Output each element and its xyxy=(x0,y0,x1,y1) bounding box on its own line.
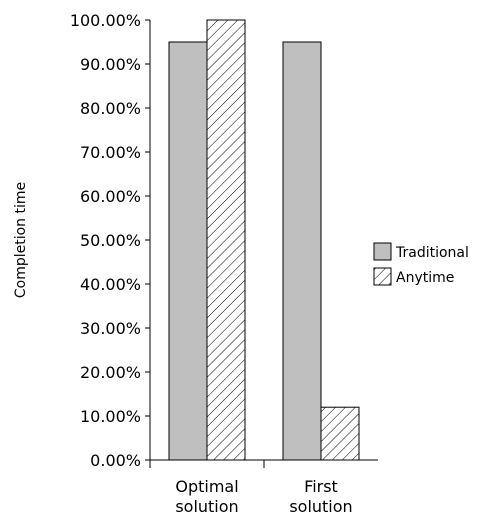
y-axis-title: Completion time xyxy=(13,182,29,298)
bar-traditional xyxy=(168,41,208,461)
y-tick-label: 0.00% xyxy=(90,451,141,470)
bar-traditional xyxy=(282,41,322,461)
bar-anytime xyxy=(206,19,246,461)
legend-swatch-anytime xyxy=(373,267,392,286)
legend-label-traditional: Traditional xyxy=(395,245,469,261)
y-tick-label: 100.00% xyxy=(70,11,141,30)
chart-legend: Traditional Anytime xyxy=(373,242,469,286)
legend-swatch-traditional xyxy=(373,242,392,261)
x-tick-label: Optimal solution xyxy=(175,477,238,516)
y-tick-label: 70.00% xyxy=(80,143,141,162)
y-tick-label: 40.00% xyxy=(80,275,141,294)
y-tick-label: 90.00% xyxy=(80,55,141,74)
y-tick-label: 50.00% xyxy=(80,231,141,250)
chart-labels: 0.00% 10.00% 20.00% 30.00% 40.00% 50.00% 60.00… xyxy=(13,11,353,516)
y-tick-label: 30.00% xyxy=(80,319,141,338)
bar-anytime xyxy=(320,406,360,461)
y-tick-label: 10.00% xyxy=(80,407,141,426)
legend-label-anytime: Anytime xyxy=(396,270,454,286)
y-tick-label: 20.00% xyxy=(80,363,141,382)
x-tick-label: First solution xyxy=(289,477,352,516)
y-tick-label: 80.00% xyxy=(80,99,141,118)
y-tick-label: 60.00% xyxy=(80,187,141,206)
chart-bars xyxy=(168,19,360,461)
